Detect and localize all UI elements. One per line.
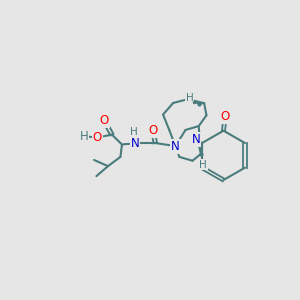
Text: O: O [100,114,109,127]
Text: N: N [171,140,180,153]
Polygon shape [122,143,135,145]
Text: O: O [93,131,102,144]
Text: O: O [220,110,230,123]
Text: O: O [148,124,158,137]
Text: N: N [191,133,200,146]
Text: H: H [185,93,193,103]
Text: H: H [80,130,88,142]
Text: H: H [130,127,137,137]
Text: H: H [200,160,207,170]
Text: N: N [131,136,140,149]
